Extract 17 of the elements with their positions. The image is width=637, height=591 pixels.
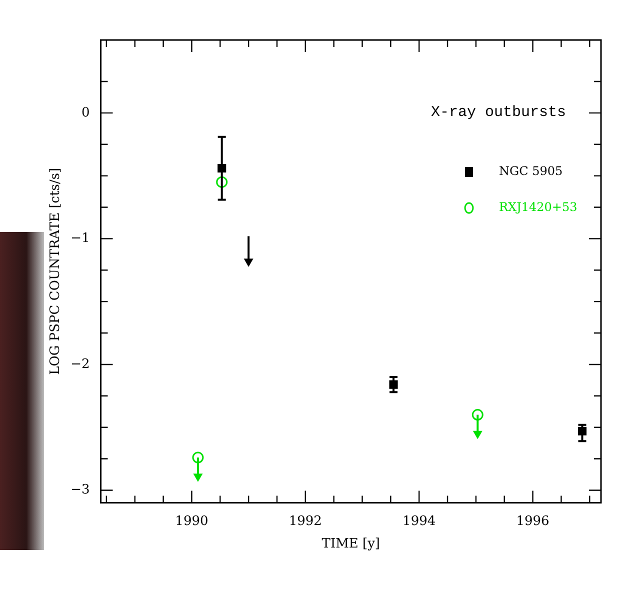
x-axis-title: TIME [y]	[322, 536, 380, 552]
y-tick-label: −2	[70, 356, 90, 372]
x-tick-label: 1990	[175, 514, 208, 529]
y-tick-label: 0	[81, 105, 90, 120]
x-tick-label: 1992	[288, 514, 322, 529]
y-axis-title: LOG PSPC COUNTRATE [cts/s]	[48, 168, 64, 375]
legend-label: NGC 5905	[499, 164, 563, 178]
x-tick-label: 1996	[516, 514, 550, 529]
x-tick-label: 1994	[402, 514, 436, 529]
legend-title: X-ray outbursts	[431, 104, 566, 121]
y-tick-label: −1	[70, 231, 90, 246]
point	[472, 409, 484, 421]
legend-label: RXJ1420+53	[499, 200, 578, 214]
point	[216, 176, 228, 188]
y-tick-label: −3	[70, 482, 90, 498]
point	[244, 258, 253, 266]
point	[192, 452, 204, 464]
